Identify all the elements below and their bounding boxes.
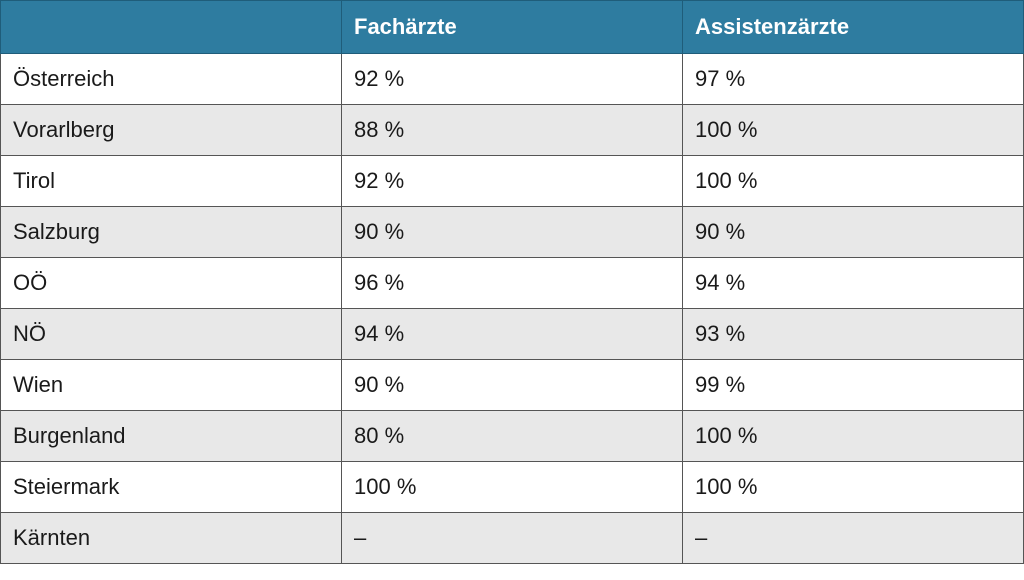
cell-assistenzaerzte: 100 % — [682, 155, 1024, 207]
table-row: Salzburg 90 % 90 % — [0, 206, 1024, 258]
cell-assistenzaerzte: 90 % — [682, 206, 1024, 258]
cell-assistenzaerzte: 97 % — [682, 53, 1024, 105]
cell-region: OÖ — [0, 257, 342, 309]
cell-region: Steiermark — [0, 461, 342, 513]
cell-assistenzaerzte: 100 % — [682, 104, 1024, 156]
cell-fachaerzte: 90 % — [341, 359, 683, 411]
cell-assistenzaerzte: – — [682, 512, 1024, 564]
table-row: Burgenland 80 % 100 % — [0, 410, 1024, 462]
data-table: Fachärzte Assistenzärzte Österreich 92 %… — [0, 0, 1024, 564]
cell-fachaerzte: 92 % — [341, 155, 683, 207]
cell-region: Wien — [0, 359, 342, 411]
table-row: Tirol 92 % 100 % — [0, 155, 1024, 207]
cell-fachaerzte: – — [341, 512, 683, 564]
cell-region: NÖ — [0, 308, 342, 360]
table-row: Wien 90 % 99 % — [0, 359, 1024, 411]
cell-assistenzaerzte: 100 % — [682, 461, 1024, 513]
header-cell-assistenzaerzte: Assistenzärzte — [682, 0, 1024, 54]
cell-region: Tirol — [0, 155, 342, 207]
cell-fachaerzte: 90 % — [341, 206, 683, 258]
cell-fachaerzte: 94 % — [341, 308, 683, 360]
table-body: Österreich 92 % 97 % Vorarlberg 88 % 100… — [0, 53, 1024, 564]
cell-assistenzaerzte: 93 % — [682, 308, 1024, 360]
cell-region: Kärnten — [0, 512, 342, 564]
table-row: NÖ 94 % 93 % — [0, 308, 1024, 360]
cell-fachaerzte: 88 % — [341, 104, 683, 156]
table-row: Kärnten – – — [0, 512, 1024, 564]
cell-region: Burgenland — [0, 410, 342, 462]
header-row: Fachärzte Assistenzärzte — [0, 0, 1024, 54]
cell-assistenzaerzte: 94 % — [682, 257, 1024, 309]
header-cell-fachaerzte: Fachärzte — [341, 0, 683, 54]
cell-assistenzaerzte: 99 % — [682, 359, 1024, 411]
header-cell-region — [0, 0, 342, 54]
cell-region: Vorarlberg — [0, 104, 342, 156]
cell-region: Salzburg — [0, 206, 342, 258]
cell-fachaerzte: 80 % — [341, 410, 683, 462]
table-row: Steiermark 100 % 100 % — [0, 461, 1024, 513]
cell-assistenzaerzte: 100 % — [682, 410, 1024, 462]
cell-fachaerzte: 92 % — [341, 53, 683, 105]
cell-fachaerzte: 100 % — [341, 461, 683, 513]
table-row: Vorarlberg 88 % 100 % — [0, 104, 1024, 156]
table-header: Fachärzte Assistenzärzte — [0, 0, 1024, 54]
table-row: OÖ 96 % 94 % — [0, 257, 1024, 309]
cell-fachaerzte: 96 % — [341, 257, 683, 309]
cell-region: Österreich — [0, 53, 342, 105]
table-row: Österreich 92 % 97 % — [0, 53, 1024, 105]
